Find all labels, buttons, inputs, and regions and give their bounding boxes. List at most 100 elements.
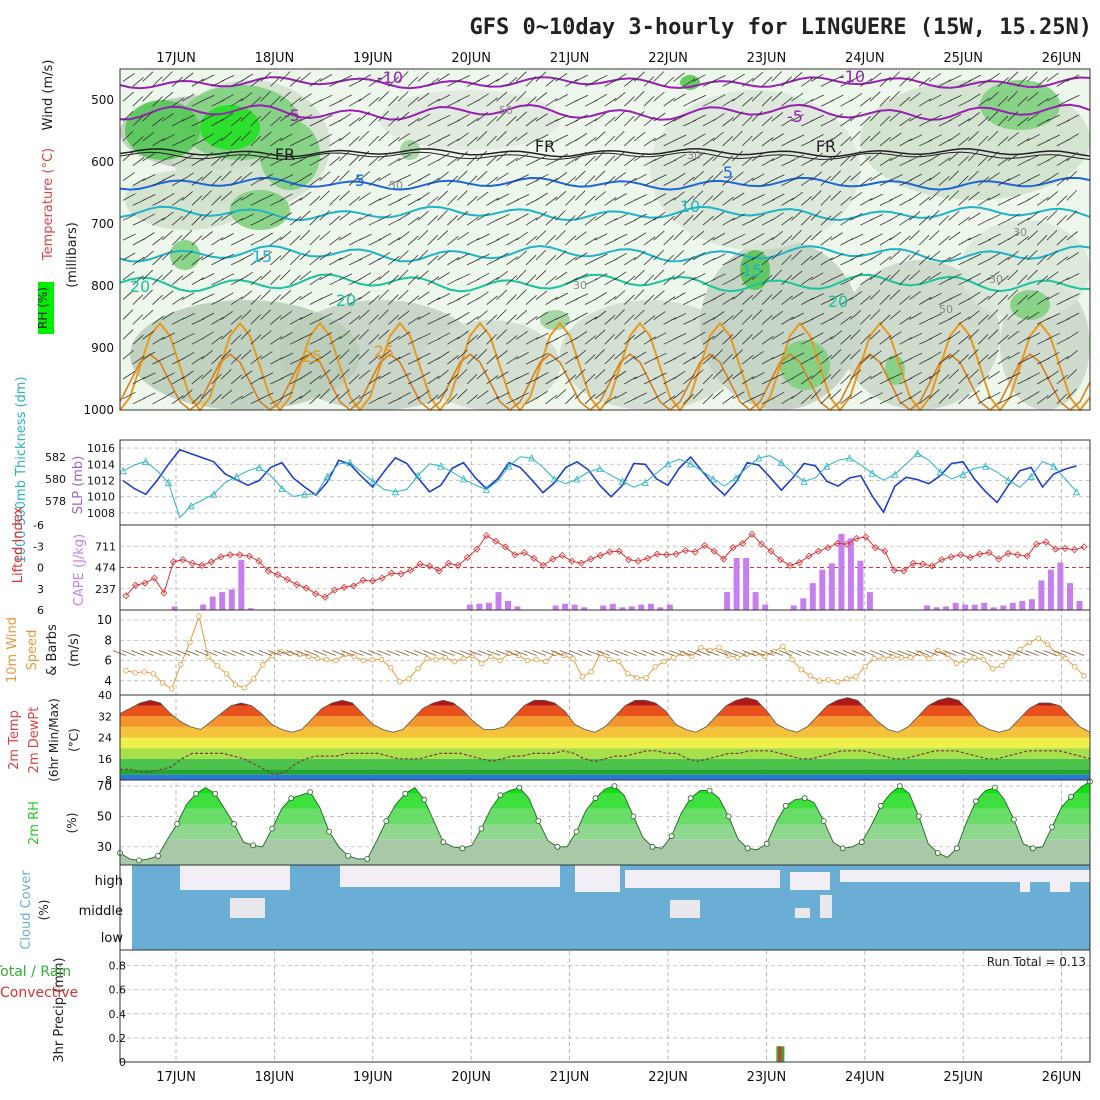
temp-band — [120, 758, 1090, 770]
rh-point — [668, 833, 675, 840]
slp-tick: 1014 — [87, 458, 115, 471]
wind-barb — [614, 271, 627, 281]
wind-barb — [673, 210, 684, 221]
wind-barb — [879, 356, 893, 365]
wind-speed-point — [324, 656, 330, 663]
wind-barb — [339, 150, 350, 162]
li-point — [1042, 538, 1050, 546]
wind-barb — [614, 329, 625, 340]
cape-bar — [924, 605, 931, 610]
wind-speed-point — [497, 657, 503, 664]
wind-barb — [221, 211, 234, 221]
wind-barb — [388, 397, 402, 405]
wind-barb — [427, 196, 439, 206]
wind-barb — [378, 289, 389, 300]
wind-barb — [732, 370, 744, 380]
li-point — [226, 551, 234, 559]
wind-barb — [299, 312, 313, 320]
wind-barb — [948, 151, 960, 162]
date-label-top: 23JUN — [747, 51, 787, 66]
wind-barb — [358, 213, 372, 221]
wind-barb — [977, 334, 989, 345]
wind-barb — [801, 215, 812, 226]
wind-barb — [486, 197, 499, 206]
wind-barb — [722, 353, 733, 365]
wind-barb — [142, 213, 156, 221]
wind-tick: 6 — [104, 654, 112, 668]
wind-barb — [250, 314, 261, 325]
wind-barb — [535, 332, 549, 340]
wind-barb — [535, 230, 547, 241]
wind-barb — [869, 193, 883, 201]
wind-barb — [339, 131, 351, 142]
li-point — [340, 583, 348, 591]
wind-barb — [221, 170, 232, 181]
wind-barb — [584, 394, 596, 405]
wind-barb — [329, 336, 342, 345]
wind-barb — [447, 215, 458, 226]
wind-barb — [407, 396, 421, 405]
cape-bar — [733, 558, 740, 610]
wind-barb — [1046, 134, 1060, 142]
wind-barb — [240, 92, 253, 102]
rh-point — [231, 821, 238, 827]
wind-barb — [319, 293, 333, 300]
wind-barb — [860, 334, 871, 345]
slp-thickness-panel-bg — [120, 440, 1090, 525]
wind-barb — [191, 176, 203, 186]
surface-wind-barb — [331, 650, 346, 656]
wind-barb — [230, 175, 242, 186]
wind-barb — [456, 349, 468, 360]
date-label-bottom: 24JUN — [845, 1070, 885, 1085]
cloud-gap-middle — [230, 898, 265, 918]
wind-barb — [142, 330, 155, 340]
wind-barb — [1017, 294, 1029, 305]
rh-point — [687, 795, 694, 802]
wind-barb — [280, 174, 294, 181]
wind-barb — [948, 74, 962, 82]
date-label-top: 22JUN — [648, 51, 688, 66]
rh-point — [269, 825, 276, 832]
wind-barb — [515, 132, 528, 142]
wind-barb — [781, 197, 794, 206]
wind-barb — [515, 250, 528, 261]
pressure-tick: 600 — [91, 155, 114, 169]
wind-barb — [230, 395, 243, 405]
wind-barb — [742, 96, 754, 107]
wind-barb — [742, 156, 754, 167]
wind-barb — [240, 171, 253, 181]
li-point — [606, 548, 614, 556]
wind-barb — [417, 332, 431, 340]
wind-barb — [516, 372, 530, 380]
li-point — [122, 592, 130, 600]
surface-wind-barb — [924, 650, 939, 656]
wind-barb — [692, 210, 704, 221]
wind-barb — [879, 136, 891, 147]
wind-barb — [319, 74, 332, 82]
wind-barb — [860, 78, 873, 87]
wind-speed-point — [177, 661, 184, 668]
wind-barb — [997, 314, 1009, 325]
cape-bar — [819, 569, 826, 610]
surface-wind-barb — [687, 650, 701, 656]
wind-barb — [319, 332, 332, 340]
wind-barb — [437, 388, 448, 400]
wind-label-b: Speed — [25, 630, 40, 671]
wind-barb — [938, 336, 952, 345]
rh-point — [459, 845, 466, 852]
wind-barb — [850, 150, 861, 162]
wind-barb — [604, 277, 618, 286]
wind-barb — [830, 170, 841, 181]
wind-barb — [397, 289, 409, 300]
wind-barb — [830, 113, 844, 122]
wind-barb — [604, 135, 615, 147]
wind-barb — [456, 312, 470, 320]
surface-wind-barb — [806, 650, 820, 656]
wind-barb — [1027, 249, 1038, 261]
wind-barb — [663, 254, 674, 266]
wind-barb — [437, 369, 449, 380]
temp-label-a: 2m Temp — [7, 710, 22, 770]
wind-barb — [398, 174, 412, 181]
thickness-point — [936, 468, 944, 476]
